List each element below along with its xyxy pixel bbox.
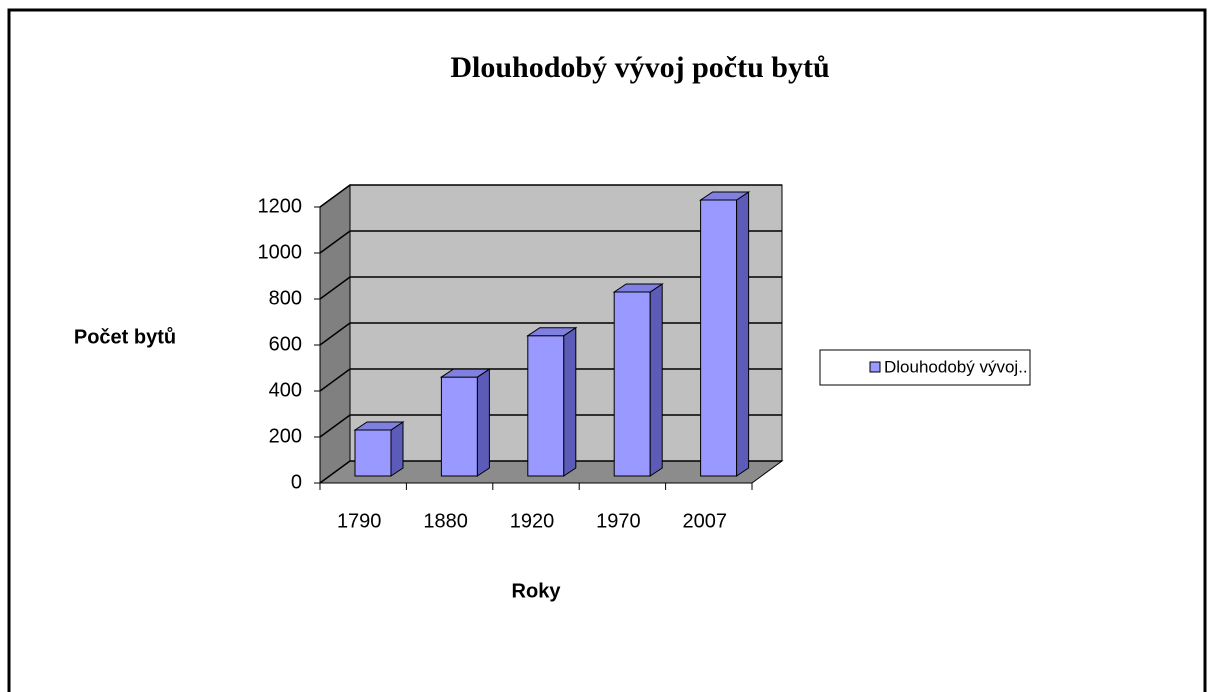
bar	[527, 335, 565, 477]
x-tick-label: 1790	[337, 510, 382, 532]
bar-top	[353, 421, 405, 431]
y-tick-label: 1200	[258, 195, 303, 217]
bar-top	[612, 283, 664, 293]
legend-box	[819, 349, 1031, 386]
grid-line	[319, 276, 782, 300]
x-tick-label: 1880	[423, 510, 468, 532]
bar	[440, 376, 478, 477]
x-tick-label: 1920	[510, 510, 555, 532]
grid-line	[319, 184, 782, 208]
bar-side	[736, 191, 750, 477]
bar-side	[390, 421, 404, 477]
x-tick-label: 1970	[596, 510, 641, 532]
chart-title: Dlouhodobý vývoj počtu bytů	[450, 51, 829, 84]
bar-side	[563, 326, 577, 477]
y-tick-label: 0	[291, 471, 302, 493]
x-axis-label: Roky	[512, 580, 562, 602]
y-tick-label: 600	[269, 333, 302, 355]
legend-swatch	[869, 361, 881, 373]
bar-top	[526, 327, 578, 337]
bar-side	[476, 368, 490, 477]
bar	[613, 291, 651, 477]
grid-line	[319, 230, 782, 254]
y-tick-label: 1000	[258, 241, 303, 263]
bar-side	[649, 283, 663, 477]
y-axis-label: Počet bytů	[74, 326, 176, 348]
x-tick-label: 2007	[683, 510, 728, 532]
bar-top	[439, 368, 492, 378]
bar	[700, 199, 738, 477]
y-tick-label: 400	[269, 379, 302, 401]
y-tick-label: 800	[269, 287, 302, 309]
legend-label: Dlouhodobý vývoj..	[884, 357, 1028, 376]
y-tick-label: 200	[269, 425, 302, 447]
bar	[354, 429, 392, 477]
bar-top	[698, 191, 751, 201]
